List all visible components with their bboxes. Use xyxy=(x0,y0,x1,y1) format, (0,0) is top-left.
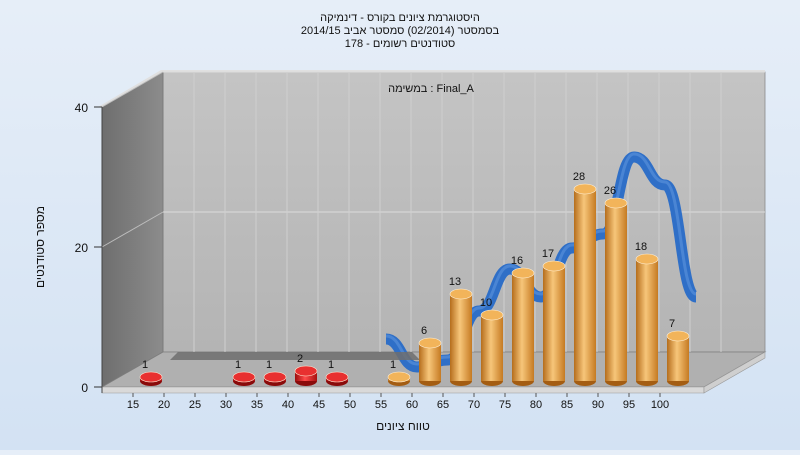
bar-top xyxy=(418,337,442,349)
grid-lines xyxy=(101,71,765,352)
y-tick-label: 0 xyxy=(81,381,88,395)
bar: 1 xyxy=(263,359,287,386)
bar-value-label: 1 xyxy=(328,359,334,371)
bar-value-label: 10 xyxy=(480,297,492,309)
bar-value-label: 28 xyxy=(573,171,585,183)
x-tick-label: 80 xyxy=(530,399,542,411)
bar-body xyxy=(450,294,472,381)
bar: 1 xyxy=(325,359,349,386)
x-tick-label: 65 xyxy=(437,399,449,411)
bar-top xyxy=(325,371,349,383)
subtitle-label: במשימה : Final_A xyxy=(388,83,474,95)
bar-body xyxy=(512,273,534,381)
chart-title-line-1: היסטוגרמת ציונים בקורס - דינמיקה xyxy=(320,12,480,24)
bar-value-label: 16 xyxy=(511,255,523,267)
x-tick-label: 30 xyxy=(220,399,232,411)
bar: 1 xyxy=(387,359,411,386)
bar: 7 xyxy=(666,318,690,386)
x-axis-label: טווח ציונים xyxy=(376,419,430,433)
bar-body xyxy=(667,336,689,381)
bar-top xyxy=(480,309,504,321)
y-axis-label: מספר סטודנטים xyxy=(33,206,47,288)
bar: 1 xyxy=(139,359,163,386)
bar: 13 xyxy=(449,276,473,386)
bar: 28 xyxy=(573,171,597,386)
bar-body xyxy=(636,259,658,381)
bar-value-label: 26 xyxy=(604,185,616,197)
x-tick-label: 15 xyxy=(127,399,139,411)
chart-title-line-2: בסמסטר (02/2014) סמסטר אביב 2014/15 xyxy=(301,25,500,37)
bar-body xyxy=(543,266,565,381)
bar-top xyxy=(263,371,287,383)
grid-line-left xyxy=(101,71,164,108)
plot-floor-right-edge xyxy=(703,351,766,394)
x-tick-label: 85 xyxy=(561,399,573,411)
bar-top xyxy=(387,371,411,383)
bar-body xyxy=(419,343,441,381)
bar-value-label: 2 xyxy=(297,353,303,365)
x-tick-label: 40 xyxy=(282,399,294,411)
bar-value-label: 17 xyxy=(542,248,554,260)
y-tick-label: 20 xyxy=(75,241,89,255)
bar-top xyxy=(139,371,163,383)
bar-top xyxy=(573,183,597,195)
bar-value-label: 1 xyxy=(390,359,396,371)
bar: 2 xyxy=(294,353,318,386)
bar: 10 xyxy=(480,297,504,386)
bar-value-label: 7 xyxy=(669,318,675,330)
x-tick-label: 50 xyxy=(344,399,356,411)
baseline-strip xyxy=(170,352,420,360)
bar-value-label: 1 xyxy=(235,359,241,371)
bar-value-label: 6 xyxy=(421,325,427,337)
bar: 18 xyxy=(635,241,659,386)
x-tick-label: 100 xyxy=(651,399,669,411)
x-tick-label: 35 xyxy=(251,399,263,411)
bar-top xyxy=(294,365,318,377)
plot-floor-front-edge xyxy=(101,386,705,394)
bar: 17 xyxy=(542,248,566,386)
y-tick-label: 40 xyxy=(75,101,89,115)
bar-top xyxy=(635,253,659,265)
bar-body xyxy=(481,315,503,381)
bar-top xyxy=(666,330,690,342)
bar-value-label: 13 xyxy=(449,276,461,288)
bar-value-label: 1 xyxy=(142,359,148,371)
bar-top xyxy=(511,267,535,279)
x-tick-label: 55 xyxy=(375,399,387,411)
bar-top xyxy=(232,371,256,383)
x-tick-label: 45 xyxy=(313,399,325,411)
x-tick-label: 70 xyxy=(468,399,480,411)
bar-top xyxy=(604,197,628,209)
x-tick-label: 95 xyxy=(623,399,635,411)
bar-body xyxy=(574,189,596,381)
bar: 16 xyxy=(511,255,535,386)
bar: 26 xyxy=(604,185,628,386)
x-tick-label: 20 xyxy=(158,399,170,411)
bar: 6 xyxy=(418,325,442,386)
bar-value-label: 1 xyxy=(266,359,272,371)
x-tick-label: 25 xyxy=(189,399,201,411)
grid-line-left xyxy=(101,211,164,248)
chart-title-line-3: סטודנטים רשומים - 178 xyxy=(345,38,456,50)
bar-value-label: 18 xyxy=(635,241,647,253)
bar-top xyxy=(542,260,566,272)
x-tick-label: 90 xyxy=(592,399,604,411)
axis-labels: 0 20 40 15 20 25 30 35 40 45 50 55 60 65 70 75 80 85 90 95 1… xyxy=(75,101,670,411)
x-tick-label: 75 xyxy=(499,399,511,411)
bar: 1 xyxy=(232,359,256,386)
bar-body xyxy=(605,203,627,381)
x-tick-label: 60 xyxy=(406,399,418,411)
bar-top xyxy=(449,288,473,300)
